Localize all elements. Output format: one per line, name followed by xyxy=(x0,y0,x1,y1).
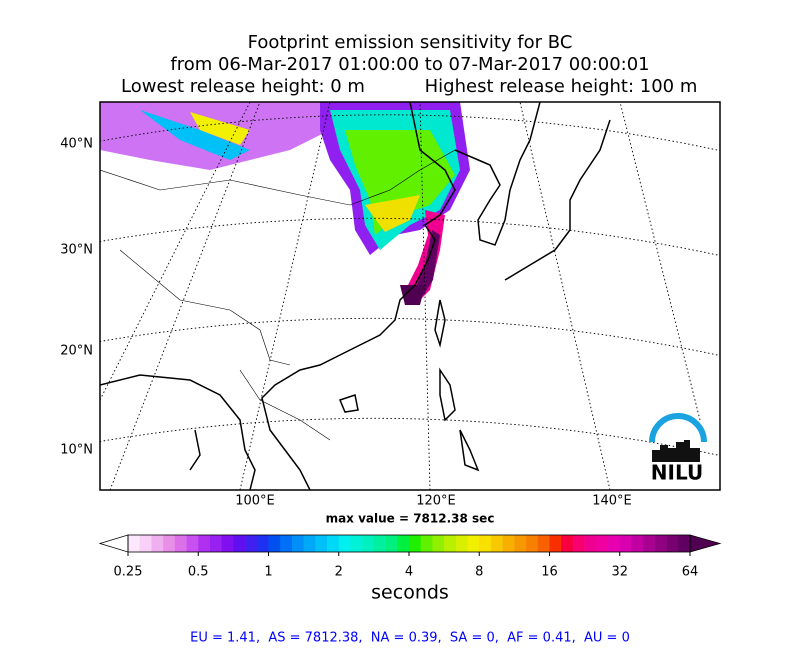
lon-label: 120°E xyxy=(416,494,456,509)
colorbar-segment xyxy=(444,535,457,552)
colorbar-segment xyxy=(678,535,691,552)
colorbar-tick-label: 32 xyxy=(611,565,628,580)
colorbar-segment xyxy=(350,535,363,552)
colorbar-segment xyxy=(174,535,187,552)
colorbar-segment xyxy=(467,535,480,552)
colorbar-segment xyxy=(654,535,667,552)
colorbar-segment xyxy=(631,535,644,552)
subtitle: Highest release height: 100 m xyxy=(425,76,698,97)
colorbar-segment xyxy=(280,535,293,552)
colorbar-segment xyxy=(128,535,141,552)
colorbar-segment xyxy=(526,535,539,552)
colorbar-segment xyxy=(221,535,234,552)
colorbar-segment xyxy=(268,535,281,552)
colorbar-segment xyxy=(409,535,422,552)
colorbar-tick-label: 0.5 xyxy=(188,565,209,580)
colorbar-segment xyxy=(619,535,632,552)
colorbar-segment xyxy=(151,535,164,552)
max-value: max value = 7812.38 sec xyxy=(326,512,495,526)
colorbar-segment xyxy=(209,535,222,552)
colorbar-tick-label: 1 xyxy=(264,565,272,580)
colorbar-segment xyxy=(490,535,503,552)
logo-text: NILU xyxy=(651,461,703,485)
colorbar-segment xyxy=(584,535,597,552)
colorbar-segment xyxy=(643,535,656,552)
colorbar-label: seconds xyxy=(371,582,449,604)
lon-label: 100°E xyxy=(235,494,275,509)
colorbar-segment xyxy=(479,535,492,552)
map xyxy=(100,102,720,490)
colorbar-segment xyxy=(420,535,433,552)
colorbar-segment xyxy=(608,535,621,552)
colorbar-segment xyxy=(596,535,609,552)
map-frame xyxy=(99,101,721,491)
lat-label: 10°N xyxy=(60,443,93,458)
logo: NILU xyxy=(649,413,707,485)
colorbar-segment xyxy=(502,535,515,552)
lat-label: 20°N xyxy=(60,344,93,359)
colorbar-under xyxy=(98,534,129,553)
colorbar-over xyxy=(689,534,722,553)
colorbar-segment xyxy=(373,535,386,552)
colorbar-segment xyxy=(362,535,375,552)
colorbar-segment xyxy=(666,535,679,552)
colorbar-segment xyxy=(233,535,246,552)
colorbar-segment xyxy=(432,535,445,552)
colorbar-segment xyxy=(139,535,152,552)
colorbar-segment xyxy=(256,535,269,552)
colorbar-segment xyxy=(291,535,304,552)
colorbar-segment xyxy=(186,535,199,552)
colorbar-segment xyxy=(198,535,211,552)
lon-label: 140°E xyxy=(592,494,632,509)
colorbar-segment xyxy=(163,535,176,552)
colorbar-segment xyxy=(455,535,468,552)
lat-label: 40°N xyxy=(60,137,93,152)
colorbar-segment xyxy=(549,535,562,552)
colorbar-tick-label: 8 xyxy=(475,565,483,580)
colorbar-segment xyxy=(303,535,316,552)
subtitle: Lowest release height: 0 m xyxy=(121,76,365,97)
colorbar-segment xyxy=(338,535,351,552)
colorbar-segment xyxy=(385,535,398,552)
colorbar-segment xyxy=(315,535,328,552)
colorbar-segment xyxy=(514,535,527,552)
colorbar-segment xyxy=(561,535,574,552)
colorbar-tick-label: 0.25 xyxy=(114,565,143,580)
colorbar-segment xyxy=(327,535,340,552)
colorbar-tick-label: 4 xyxy=(405,565,413,580)
colorbar-segment xyxy=(537,535,550,552)
colorbar-tick-label: 2 xyxy=(335,565,343,580)
colorbar-segment xyxy=(572,535,585,552)
lat-label: 30°N xyxy=(60,243,93,258)
title: from 06-Mar-2017 01:00:00 to 07-Mar-2017… xyxy=(170,54,649,75)
title: Footprint emission sensitivity for BC xyxy=(248,32,573,53)
colorbar-segment xyxy=(397,535,410,552)
colorbar-tick-label: 16 xyxy=(541,565,558,580)
stats: EU = 1.41, AS = 7812.38, NA = 0.39, SA =… xyxy=(190,631,630,646)
colorbar-segment xyxy=(245,535,258,552)
colorbar-tick-label: 64 xyxy=(682,565,699,580)
